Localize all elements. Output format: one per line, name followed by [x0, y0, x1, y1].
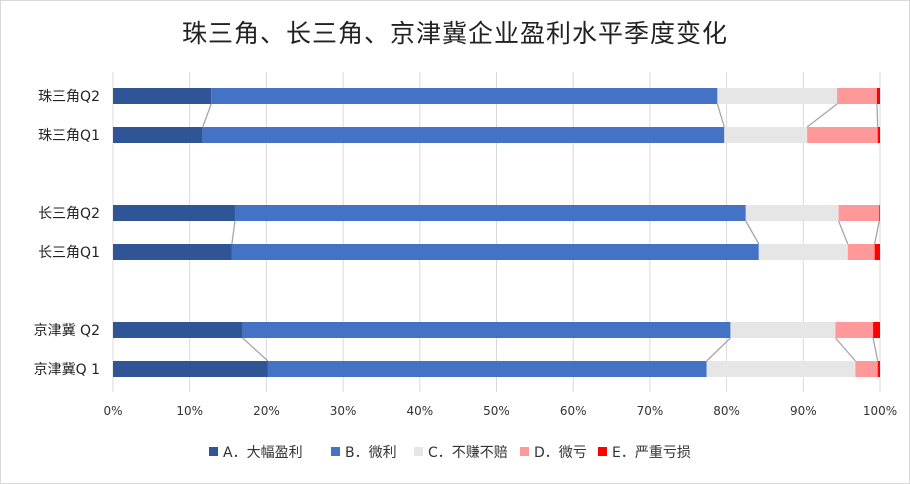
legend-label-3: D．微亏 — [534, 445, 587, 461]
category-label-3: 长三角Q1 — [38, 245, 100, 261]
legend-swatch-2 — [414, 447, 423, 456]
series-line-0-1 — [716, 103, 725, 128]
series-line-0-0 — [202, 103, 212, 128]
bar-segment-1-4 — [877, 127, 880, 143]
bar-segment-2-1 — [234, 205, 746, 221]
series-line-2-2 — [835, 337, 856, 362]
bar-segment-1-1 — [202, 127, 725, 143]
x-tick-label-4: 40% — [406, 404, 433, 418]
legend-swatch-4 — [598, 447, 607, 456]
bar-segment-3-4 — [874, 244, 880, 260]
x-tick-label-1: 10% — [176, 404, 203, 418]
series-line-1-0 — [231, 220, 236, 245]
bar-segment-5-3 — [855, 361, 878, 377]
series-line-0-3 — [876, 103, 879, 128]
bar-segment-3-3 — [847, 244, 875, 260]
legend-swatch-0 — [209, 447, 218, 456]
series-line-2-3 — [872, 337, 879, 362]
bar-segment-4-3 — [835, 322, 874, 338]
bar-segment-3-0 — [113, 244, 232, 260]
bar-segment-4-4 — [873, 322, 880, 338]
bar-segment-5-4 — [877, 361, 880, 377]
x-tick-label-6: 60% — [560, 404, 587, 418]
category-label-4: 京津冀 Q2 — [34, 323, 100, 339]
category-label-2: 长三角Q2 — [38, 206, 100, 222]
legend-label-4: E．严重亏损 — [612, 445, 691, 461]
category-label-1: 珠三角Q1 — [38, 128, 100, 144]
bar-segment-2-4 — [879, 205, 880, 221]
bar-segment-5-2 — [706, 361, 856, 377]
bar-segment-4-1 — [242, 322, 731, 338]
bar-segment-2-2 — [745, 205, 839, 221]
bar-segment-1-3 — [807, 127, 878, 143]
bar-segment-0-4 — [876, 88, 880, 104]
bar-segment-0-3 — [837, 88, 877, 104]
bar-segment-0-2 — [717, 88, 838, 104]
chart-title: 珠三角、长三角、京津冀企业盈利水平季度变化 — [181, 19, 728, 48]
category-label-5: 京津冀Q 1 — [34, 362, 100, 378]
x-tick-label-0: 0% — [103, 404, 122, 418]
bar-segment-0-1 — [211, 88, 718, 104]
bar-segment-4-2 — [730, 322, 836, 338]
series-line-1-1 — [745, 220, 760, 245]
bar-segment-1-0 — [113, 127, 203, 143]
series-line-2-1 — [706, 337, 731, 362]
series-line-1-3 — [873, 220, 880, 245]
legend-label-2: C．不赚不赔 — [428, 445, 508, 461]
x-tick-label-7: 70% — [637, 404, 664, 418]
bar-segment-2-3 — [838, 205, 880, 221]
bar-segment-5-1 — [267, 361, 707, 377]
x-tick-label-8: 80% — [713, 404, 740, 418]
category-label-0: 珠三角Q2 — [38, 89, 100, 105]
x-tick-label-9: 90% — [790, 404, 817, 418]
x-tick-label-2: 20% — [253, 404, 280, 418]
bar-segment-0-0 — [113, 88, 212, 104]
legend-swatch-1 — [331, 447, 340, 456]
bar-segment-3-2 — [758, 244, 848, 260]
bar-segment-2-0 — [113, 205, 235, 221]
bar-segment-1-2 — [724, 127, 808, 143]
legend-label-0: A．大幅盈利 — [223, 445, 303, 461]
series-line-0-2 — [806, 103, 838, 128]
series-line-2-0 — [242, 337, 269, 362]
bar-segment-5-0 — [113, 361, 268, 377]
x-tick-label-3: 30% — [330, 404, 357, 418]
x-tick-label-5: 50% — [483, 404, 510, 418]
legend-swatch-3 — [520, 447, 529, 456]
bar-segment-4-0 — [113, 322, 243, 338]
x-tick-label-10: 100% — [863, 404, 897, 418]
legend-label-1: B．微利 — [345, 445, 397, 461]
bar-segment-3-1 — [231, 244, 759, 260]
series-line-1-2 — [837, 220, 849, 245]
